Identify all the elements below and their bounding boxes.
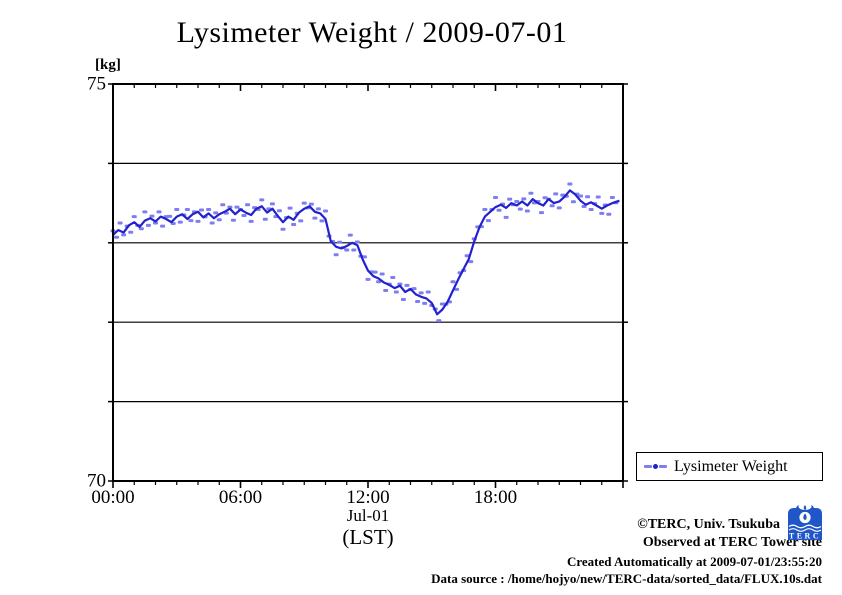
y-axis-unit-label: [kg] [95, 57, 121, 73]
footer-observed-site: Observed at TERC Tower site [642, 535, 822, 550]
x-tick-label: 00:00 [91, 487, 135, 508]
footer-copyright: ©TERC, Univ. Tsukuba [637, 517, 780, 532]
y-tick-label: 70 [87, 470, 106, 492]
chart-title: Lysimeter Weight / 2009-07-01 [176, 16, 568, 49]
legend: Lysimeter Weight [636, 452, 823, 481]
x-tick-label: 12:00 [346, 487, 390, 508]
legend-dash-left [644, 465, 652, 468]
legend-dash-right [659, 465, 667, 468]
x-tick-label: 18:00 [473, 487, 518, 508]
x-axis-date-label: Jul-01 [346, 506, 390, 525]
x-axis-timezone-label: (LST) [342, 525, 394, 549]
legend-line-marker-icon [644, 464, 667, 469]
footer-data-source-path: Data source : /home/hojyo/new/TERC-data/… [431, 571, 822, 586]
footer-created-timestamp: Created Automatically at 2009-07-01/23:5… [566, 554, 822, 569]
plot-canvas [108, 83, 628, 488]
y-tick-label: 75 [87, 73, 106, 95]
x-tick-label: 06:00 [218, 487, 263, 508]
legend-series-label: Lysimeter Weight [674, 457, 788, 475]
legend-dot [653, 464, 658, 469]
terc-logo-icon: TERC [788, 503, 822, 541]
terc-logo-text: TERC [789, 532, 821, 541]
